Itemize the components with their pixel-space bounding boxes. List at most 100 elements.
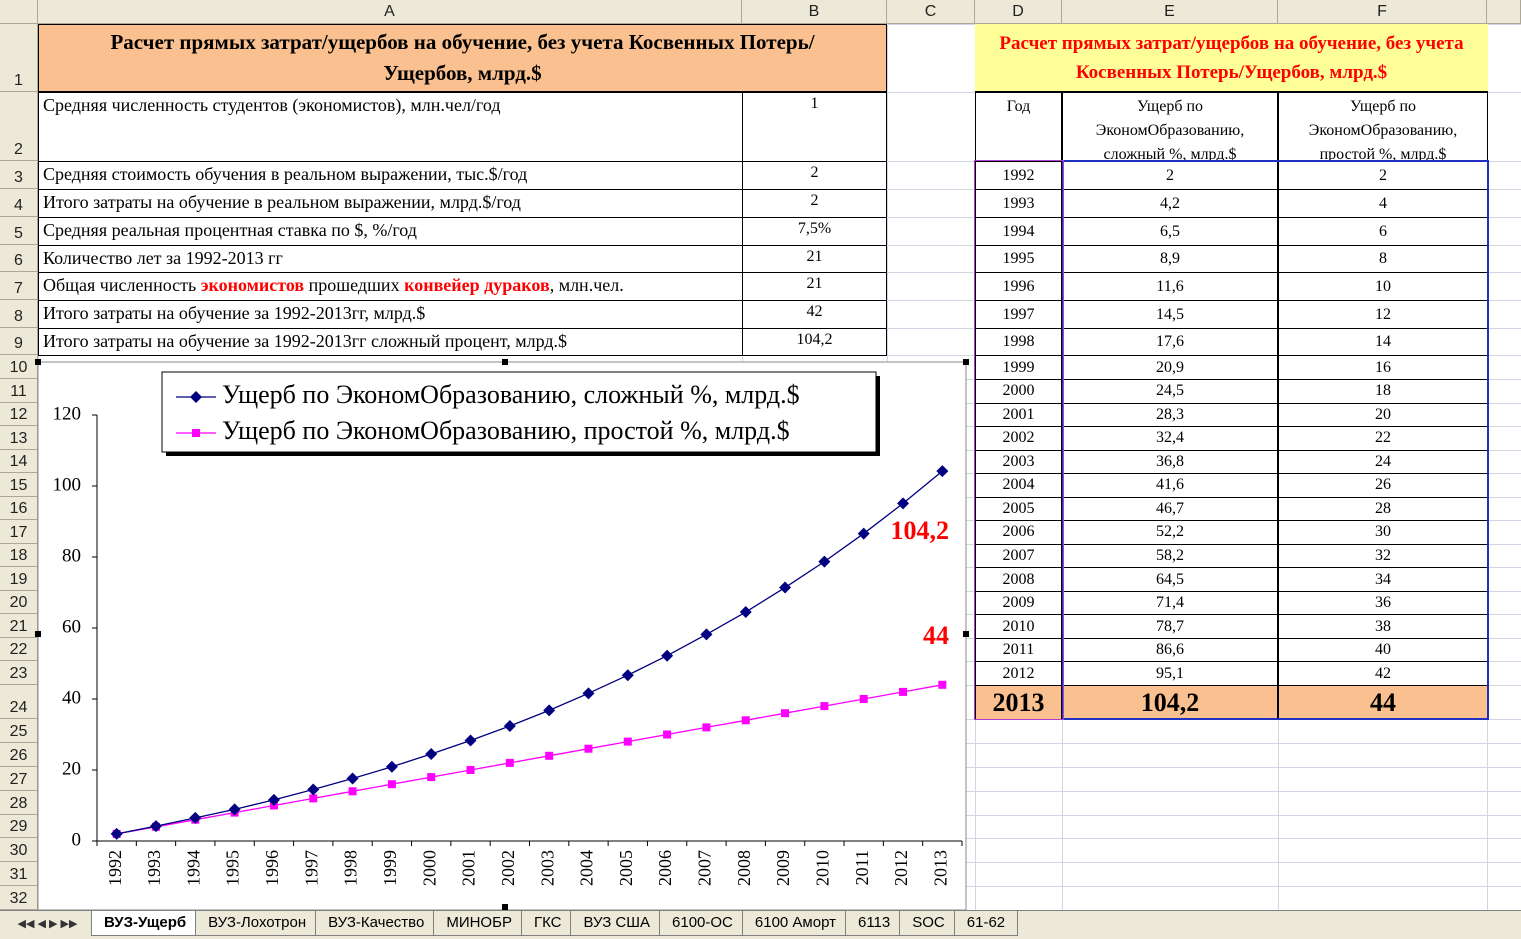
sheet-tab[interactable]: ГКС (520, 911, 575, 936)
data-point (267, 793, 280, 806)
sheet-tab[interactable]: ВУЗ-Качество (315, 911, 438, 936)
sheet-tab[interactable]: ВУЗ США (570, 911, 664, 936)
column-title: Ущерб по ЭкономОбразованию, простой %, м… (1278, 92, 1488, 162)
x-tick-label: 2007 (695, 850, 715, 886)
sheet-tab[interactable]: 61-62 (953, 911, 1019, 936)
resize-handle (502, 359, 508, 365)
column-header: E (1062, 0, 1278, 24)
column-header: C (887, 0, 975, 24)
label-text: прошедших (304, 275, 405, 295)
data-point (346, 772, 359, 785)
column-header (1487, 0, 1521, 24)
row-header: 12 (0, 402, 38, 427)
legend-label: Ущерб по ЭкономОбразованию, простой %, м… (222, 416, 790, 445)
data-point (818, 555, 831, 568)
sheet-tab[interactable]: ВУЗ-Лохотрон (195, 911, 320, 936)
legend-label: Ущерб по ЭкономОбразованию, сложный %, м… (222, 380, 800, 409)
row-header: 11 (0, 379, 38, 403)
y-tick-label: 20 (62, 758, 81, 779)
row-header: 5 (0, 217, 38, 245)
row-header: 23 (0, 661, 38, 685)
x-tick-label: 1996 (262, 850, 282, 886)
row-header: 25 (0, 719, 38, 743)
column-title: Год (975, 92, 1062, 162)
x-tick-label: 1999 (380, 850, 400, 886)
sheet-tab[interactable]: 6113 (844, 911, 904, 936)
row-value: 1 (742, 92, 887, 162)
row-value: 2 (742, 161, 887, 190)
column-title: Ущерб по ЭкономОбразованию, сложный %, м… (1062, 92, 1278, 162)
data-point (543, 704, 556, 717)
data-point (464, 734, 477, 747)
legend-shadow (166, 376, 880, 456)
data-point (702, 723, 711, 732)
data-point (427, 773, 436, 782)
row-label: Средняя реальная процентная ставка по $,… (38, 217, 743, 246)
x-tick-label: 1998 (341, 850, 361, 886)
sheet-tab[interactable]: МИНОБР (433, 911, 525, 936)
row-header: 20 (0, 590, 38, 615)
data-point (820, 702, 829, 711)
gridline (887, 24, 888, 910)
data-point (623, 737, 632, 746)
gridline (38, 790, 1521, 792)
data-point (582, 687, 595, 700)
legend (161, 371, 877, 453)
data-point (190, 391, 202, 403)
x-tick-label: 1992 (105, 850, 125, 886)
gridline (38, 886, 1521, 888)
row-header: 24 (0, 685, 38, 719)
row-label: Итого затраты на обучение в реальном выр… (38, 189, 743, 218)
sheet-tab[interactable]: 6100-ОС (659, 911, 746, 936)
x-tick-label: 2004 (577, 850, 597, 886)
data-point (857, 527, 870, 540)
series-line (116, 684, 943, 835)
selection-border (974, 160, 1064, 720)
series-line (116, 470, 943, 835)
row-header: 28 (0, 790, 38, 815)
data-point (663, 730, 672, 739)
column-header: F (1278, 0, 1487, 24)
y-tick-label: 120 (53, 403, 82, 424)
data-point (425, 748, 438, 761)
row-label: Средняя стоимость обучения в реальном вы… (38, 161, 743, 190)
y-tick-label: 100 (53, 474, 82, 495)
selection-border (1062, 160, 1489, 720)
tab-navigation[interactable]: ◀◀ ◀ ▶ ▶▶ (17, 917, 78, 930)
row-header: 3 (0, 161, 38, 189)
total-cell: 44 (1278, 685, 1488, 720)
x-tick-label: 2000 (419, 850, 439, 886)
row-header: 19 (0, 567, 38, 591)
row-header: 30 (0, 838, 38, 863)
sheet-tab[interactable]: 6100 Аморт (741, 911, 849, 936)
sheet-tab[interactable]: SOC (899, 911, 958, 936)
data-point (192, 429, 200, 437)
title-text: Расчет прямых затрат/ущербов на обучение… (110, 30, 815, 85)
x-tick-label: 2008 (734, 850, 754, 886)
data-point (897, 497, 910, 510)
row-header: 26 (0, 742, 38, 767)
data-point (387, 780, 396, 789)
data-point (505, 758, 514, 767)
y-tick-label: 60 (62, 616, 81, 637)
x-tick-label: 2009 (773, 850, 793, 886)
chart-area (37, 361, 967, 911)
row-label: Общая численность экономистов прошедших … (38, 272, 743, 301)
sheet-tab[interactable]: ВУЗ-Ущерб (91, 911, 200, 936)
title-text: Расчет прямых затрат/ущербов на обучение… (999, 32, 1464, 83)
row-header: 1 (0, 24, 38, 92)
sheet-tabs: ◀◀ ◀ ▶ ▶▶ ВУЗ-Ущерб ВУЗ-Лохотрон ВУЗ-Качес… (0, 910, 1521, 939)
row-header: 13 (0, 426, 38, 450)
x-tick-label: 2010 (813, 850, 833, 886)
data-point (899, 687, 908, 696)
data-point (112, 829, 121, 838)
row-value: 42 (742, 300, 887, 329)
data-point (503, 719, 516, 732)
x-tick-label: 2001 (459, 850, 479, 886)
data-point (269, 801, 278, 810)
table-title: Расчет прямых затрат/ущербов на обучение… (38, 24, 887, 92)
row-header: 18 (0, 543, 38, 568)
row-header: 16 (0, 496, 38, 521)
column-header: B (742, 0, 887, 24)
gridline (38, 766, 1521, 768)
